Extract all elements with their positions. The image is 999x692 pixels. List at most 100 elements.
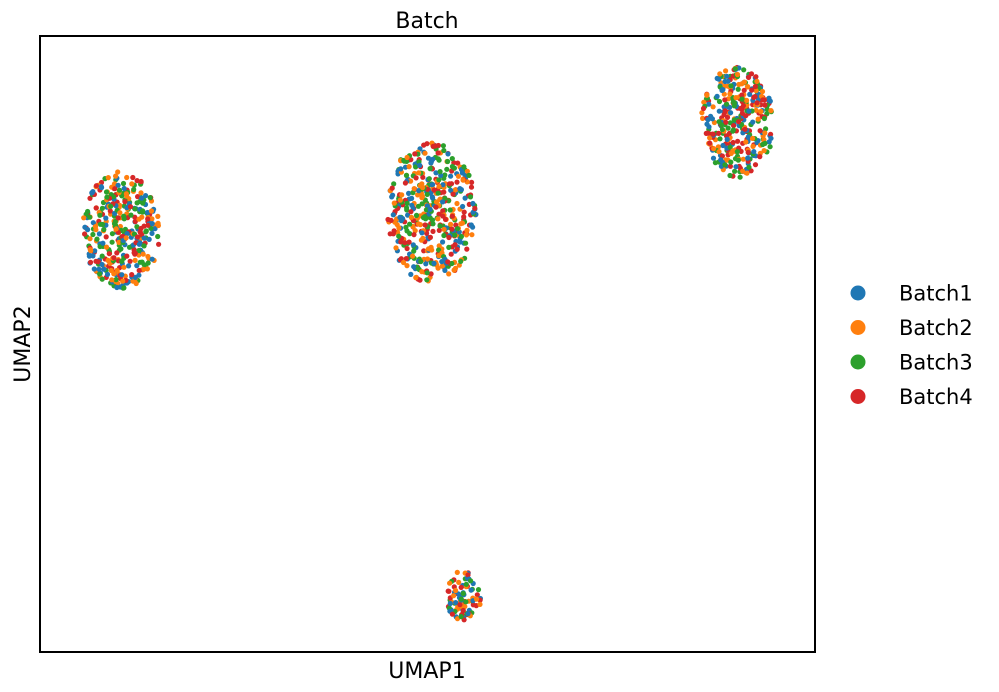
point-batch3 xyxy=(458,233,464,240)
point-batch4 xyxy=(722,97,728,103)
point-batch4 xyxy=(722,108,728,114)
point-batch3 xyxy=(437,223,443,229)
point-batch1 xyxy=(408,271,414,277)
point-batch2 xyxy=(768,108,774,114)
point-batch2 xyxy=(435,216,441,222)
point-batch2 xyxy=(133,280,139,287)
point-batch2 xyxy=(762,130,768,136)
point-batch2 xyxy=(745,84,751,90)
point-batch3 xyxy=(403,172,410,178)
plot-frame xyxy=(39,35,816,653)
point-batch2 xyxy=(717,71,723,77)
point-batch1 xyxy=(104,271,111,277)
point-batch3 xyxy=(445,158,451,165)
point-batch1 xyxy=(132,274,138,280)
point-batch3 xyxy=(463,599,469,605)
point-batch2 xyxy=(448,221,454,227)
point-batch4 xyxy=(472,205,478,211)
point-batch4 xyxy=(446,234,452,241)
point-batch2 xyxy=(132,257,138,263)
point-batch2 xyxy=(418,237,424,243)
point-batch1 xyxy=(728,110,734,116)
point-batch2 xyxy=(416,170,422,176)
point-batch2 xyxy=(404,263,410,269)
point-batch1 xyxy=(121,185,127,192)
point-batch3 xyxy=(99,253,105,259)
point-batch2 xyxy=(446,271,452,277)
point-batch3 xyxy=(90,231,96,238)
point-batch3 xyxy=(731,117,737,123)
point-batch4 xyxy=(754,100,760,106)
point-batch1 xyxy=(143,193,149,199)
point-batch4 xyxy=(445,259,451,265)
point-batch4 xyxy=(449,213,455,219)
point-batch1 xyxy=(405,212,411,218)
point-batch2 xyxy=(755,116,761,122)
point-batch1 xyxy=(119,272,125,278)
point-batch4 xyxy=(433,143,439,149)
point-batch4 xyxy=(465,572,471,578)
point-batch1 xyxy=(465,611,471,617)
point-batch2 xyxy=(410,253,416,259)
point-batch4 xyxy=(436,227,442,233)
point-batch2 xyxy=(399,192,405,198)
point-batch4 xyxy=(454,179,460,185)
point-batch3 xyxy=(466,172,472,178)
point-batch2 xyxy=(463,232,469,238)
point-batch3 xyxy=(444,166,450,172)
point-batch3 xyxy=(739,96,745,102)
point-batch4 xyxy=(122,199,128,205)
point-batch2 xyxy=(129,181,135,187)
point-batch3 xyxy=(145,260,151,266)
point-batch3 xyxy=(403,224,409,230)
point-batch4 xyxy=(413,175,419,181)
point-batch2 xyxy=(420,185,426,191)
point-batch3 xyxy=(113,277,119,283)
point-batch1 xyxy=(149,221,155,227)
point-batch2 xyxy=(744,170,750,176)
point-batch2 xyxy=(115,169,121,175)
point-batch2 xyxy=(460,177,466,183)
point-batch1 xyxy=(459,170,465,176)
point-batch1 xyxy=(82,224,88,230)
point-batch4 xyxy=(448,251,454,257)
point-batch2 xyxy=(456,579,462,586)
point-batch1 xyxy=(445,151,451,157)
point-batch3 xyxy=(737,174,743,180)
point-batch3 xyxy=(454,226,461,232)
point-batch4 xyxy=(731,123,737,129)
point-batch3 xyxy=(762,140,768,146)
point-batch2 xyxy=(124,174,130,181)
point-batch4 xyxy=(412,151,418,157)
point-batch1 xyxy=(447,600,453,607)
point-batch2 xyxy=(117,210,123,216)
point-batch1 xyxy=(750,119,756,125)
point-batch4 xyxy=(739,110,746,116)
point-batch4 xyxy=(757,128,763,134)
point-batch4 xyxy=(107,208,113,214)
point-batch4 xyxy=(402,180,408,186)
point-batch2 xyxy=(114,267,120,273)
point-batch4 xyxy=(145,222,151,228)
point-batch3 xyxy=(458,258,464,264)
point-batch3 xyxy=(728,83,734,89)
point-batch2 xyxy=(754,78,760,84)
point-batch2 xyxy=(436,183,442,190)
point-batch3 xyxy=(746,164,752,170)
point-batch1 xyxy=(720,142,726,149)
legend-marker-batch4 xyxy=(850,389,866,404)
point-batch2 xyxy=(733,95,739,101)
point-batch3 xyxy=(131,186,137,193)
point-batch4 xyxy=(752,162,759,168)
point-batch4 xyxy=(716,130,722,136)
point-batch1 xyxy=(114,284,120,291)
point-batch3 xyxy=(143,229,149,235)
point-batch2 xyxy=(136,216,142,222)
point-batch4 xyxy=(452,242,458,248)
point-batch2 xyxy=(120,278,126,284)
point-batch4 xyxy=(124,253,130,259)
point-batch4 xyxy=(727,163,734,169)
point-batch3 xyxy=(407,231,413,237)
point-batch3 xyxy=(155,233,161,240)
